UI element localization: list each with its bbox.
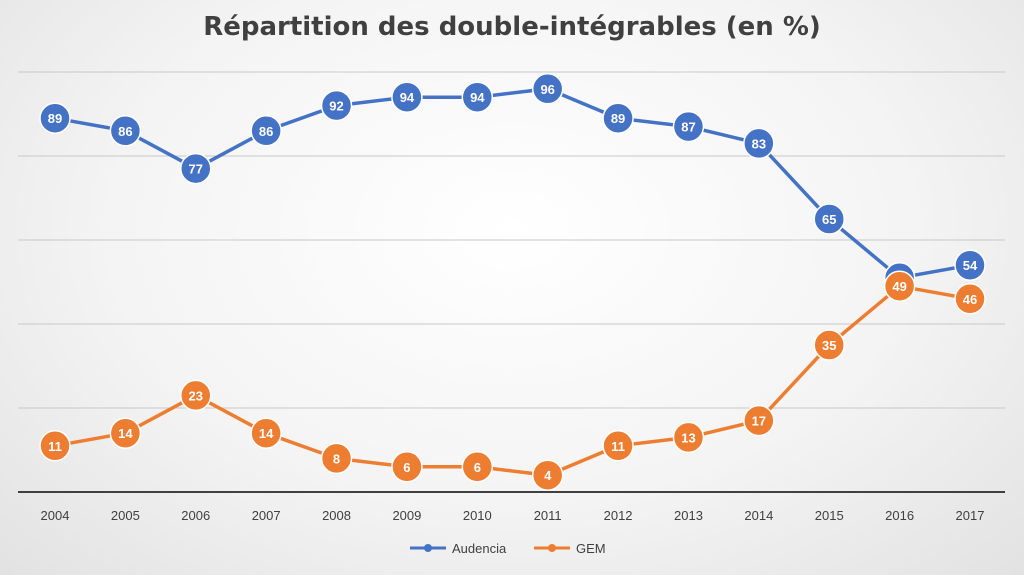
x-tick-label: 2015 bbox=[815, 508, 844, 523]
data-point bbox=[391, 81, 423, 113]
data-point bbox=[250, 417, 282, 449]
x-tick-label: 2017 bbox=[956, 508, 985, 523]
data-label: 94 bbox=[470, 90, 485, 105]
data-point bbox=[461, 81, 494, 113]
data-label: 4 bbox=[544, 468, 552, 483]
data-point bbox=[954, 283, 986, 315]
data-label: 17 bbox=[752, 414, 766, 429]
data-point bbox=[672, 421, 705, 454]
data-point bbox=[531, 459, 564, 491]
data-label: 96 bbox=[540, 82, 554, 97]
legend-marker bbox=[548, 544, 556, 552]
x-tick-label: 2007 bbox=[252, 508, 281, 523]
data-label: 14 bbox=[118, 426, 133, 441]
data-label: 49 bbox=[892, 279, 906, 294]
x-tick-label: 2016 bbox=[885, 508, 914, 523]
data-label: 8 bbox=[333, 451, 340, 466]
x-tick-label: 2014 bbox=[744, 508, 773, 523]
legend-label: GEM bbox=[576, 541, 606, 556]
data-label: 65 bbox=[822, 212, 836, 227]
data-label: 11 bbox=[611, 439, 625, 454]
x-tick-label: 2005 bbox=[111, 508, 140, 523]
data-point bbox=[743, 404, 775, 437]
data-point bbox=[461, 451, 494, 483]
data-label: 35 bbox=[822, 338, 836, 353]
data-point bbox=[743, 127, 775, 160]
data-point bbox=[39, 430, 71, 462]
data-label: 83 bbox=[752, 136, 766, 151]
data-label: 89 bbox=[611, 111, 625, 126]
data-point bbox=[883, 270, 916, 302]
data-point bbox=[391, 451, 423, 483]
data-point bbox=[954, 249, 986, 281]
data-label: 86 bbox=[259, 124, 273, 139]
data-label: 23 bbox=[189, 388, 203, 403]
x-tick-label: 2012 bbox=[604, 508, 633, 523]
data-point bbox=[320, 442, 353, 475]
data-point bbox=[602, 430, 634, 462]
data-point bbox=[602, 102, 634, 134]
data-label: 77 bbox=[189, 162, 203, 177]
data-label: 92 bbox=[329, 99, 343, 114]
x-tick-label: 2013 bbox=[674, 508, 703, 523]
data-point bbox=[672, 110, 705, 143]
data-point bbox=[39, 102, 71, 134]
data-label: 11 bbox=[48, 439, 62, 454]
data-label: 6 bbox=[403, 460, 410, 475]
x-tick-label: 2006 bbox=[181, 508, 210, 523]
data-point bbox=[180, 379, 212, 412]
x-tick-label: 2009 bbox=[392, 508, 421, 523]
data-point bbox=[813, 203, 845, 235]
data-label: 14 bbox=[259, 426, 274, 441]
data-label: 13 bbox=[681, 430, 695, 445]
data-point bbox=[813, 329, 845, 361]
data-point bbox=[109, 115, 142, 147]
legend-label: Audencia bbox=[452, 541, 507, 556]
x-tick-label: 2011 bbox=[534, 508, 562, 523]
data-point bbox=[180, 152, 212, 185]
x-tick-label: 2008 bbox=[322, 508, 351, 523]
data-point bbox=[250, 115, 282, 147]
data-label: 94 bbox=[400, 90, 415, 105]
chart-title: Répartition des double-intégrables (en %… bbox=[203, 12, 821, 42]
data-point bbox=[109, 417, 142, 449]
data-label: 46 bbox=[963, 292, 977, 307]
data-point bbox=[531, 73, 564, 105]
data-label: 89 bbox=[48, 111, 62, 126]
data-label: 87 bbox=[681, 120, 695, 135]
legend-marker bbox=[424, 544, 432, 552]
x-tick-label: 2004 bbox=[41, 508, 70, 523]
data-point bbox=[320, 89, 353, 122]
data-label: 86 bbox=[118, 124, 132, 139]
x-tick-label: 2010 bbox=[463, 508, 492, 523]
data-label: 54 bbox=[963, 258, 978, 273]
data-label: 6 bbox=[474, 460, 481, 475]
